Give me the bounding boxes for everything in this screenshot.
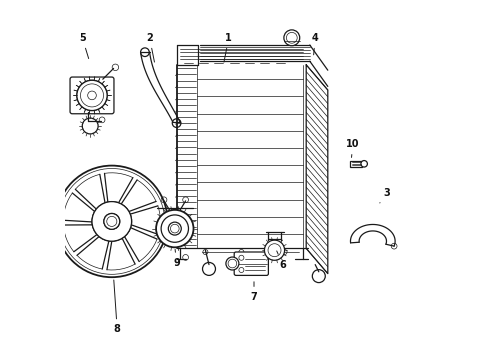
Circle shape [82, 118, 98, 134]
Circle shape [226, 257, 239, 270]
FancyBboxPatch shape [70, 77, 114, 114]
Text: 7: 7 [250, 282, 257, 302]
Text: 5: 5 [79, 33, 89, 59]
Circle shape [265, 240, 285, 260]
Text: 6: 6 [277, 251, 286, 270]
Text: 10: 10 [346, 139, 360, 157]
Circle shape [161, 215, 189, 242]
FancyBboxPatch shape [234, 252, 269, 275]
Text: 4: 4 [312, 33, 318, 55]
Text: 3: 3 [380, 188, 391, 203]
Circle shape [92, 202, 132, 241]
Circle shape [169, 222, 181, 235]
Circle shape [104, 213, 120, 229]
Circle shape [361, 161, 368, 167]
Bar [350, 161, 362, 167]
Text: 2: 2 [146, 33, 154, 62]
Circle shape [156, 210, 194, 247]
Circle shape [56, 166, 168, 277]
Circle shape [92, 202, 132, 241]
Text: 1: 1 [224, 33, 232, 62]
Circle shape [104, 213, 120, 229]
Text: 9: 9 [173, 249, 180, 268]
Circle shape [77, 80, 107, 111]
Circle shape [77, 80, 107, 111]
Circle shape [284, 30, 300, 46]
Text: 8: 8 [114, 280, 121, 334]
